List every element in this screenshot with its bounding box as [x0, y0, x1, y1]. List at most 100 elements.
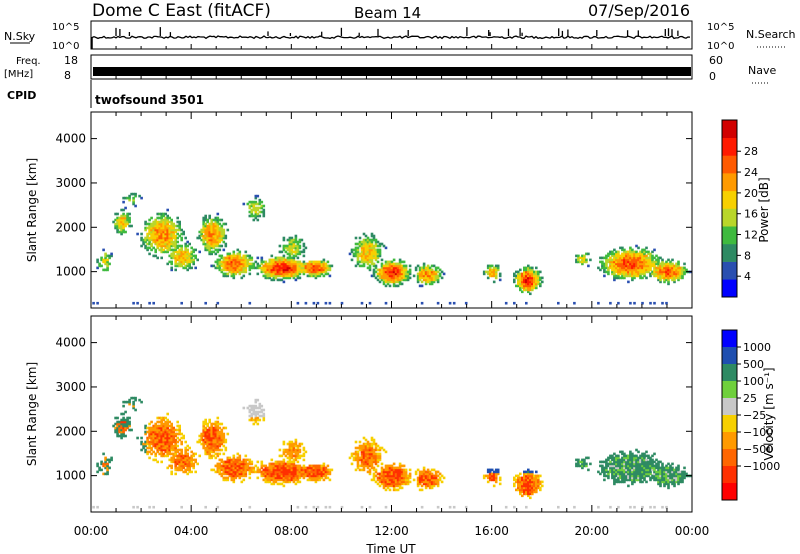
range-cell	[260, 470, 264, 474]
range-cell	[531, 268, 534, 272]
range-cell	[148, 236, 151, 240]
range-cell	[128, 420, 131, 424]
range-cell	[222, 222, 226, 226]
range-cell	[304, 468, 308, 472]
range-cell	[208, 420, 211, 424]
range-cell	[633, 468, 636, 472]
range-cell	[236, 262, 240, 266]
range-cell	[531, 492, 534, 496]
range-cell	[178, 226, 181, 230]
range-cell	[637, 468, 640, 472]
range-cell	[324, 472, 328, 476]
range-cell	[635, 460, 638, 464]
range-cell	[192, 452, 195, 456]
range-cell	[116, 220, 119, 224]
range-cell	[643, 462, 646, 466]
range-cell	[204, 301, 207, 305]
range-cell	[172, 250, 175, 254]
range-cell	[170, 230, 173, 234]
range-cell	[152, 505, 155, 509]
range-cell	[370, 254, 374, 258]
range-cell	[166, 228, 169, 232]
range-cell	[296, 256, 300, 260]
range-cell	[659, 276, 662, 280]
range-cell	[583, 256, 586, 260]
range-cell	[212, 250, 216, 254]
range-cell	[168, 442, 171, 446]
range-cell	[420, 478, 424, 482]
range-cell	[228, 462, 232, 466]
range-cell	[320, 270, 324, 274]
range-cell	[288, 476, 292, 480]
range-cell	[370, 456, 374, 460]
range-cell	[388, 266, 392, 270]
range-cell	[260, 462, 264, 466]
range-cell	[242, 258, 246, 262]
nsearch-label: N.Search	[746, 28, 796, 41]
range-cell	[162, 226, 165, 230]
range-cell	[206, 448, 209, 452]
range-cell	[372, 472, 376, 476]
range-cell	[529, 478, 532, 482]
range-cell	[272, 482, 276, 486]
range-cell	[110, 252, 113, 256]
range-cell	[262, 268, 266, 272]
range-cell	[278, 478, 282, 482]
range-cell	[390, 280, 394, 284]
range-cell	[623, 460, 626, 464]
range-cell	[266, 262, 270, 266]
range-cell	[176, 216, 179, 220]
range-cell	[519, 288, 522, 292]
range-cell	[218, 248, 222, 252]
range-cell	[396, 488, 400, 492]
range-cell	[208, 436, 211, 440]
range-cell	[268, 478, 272, 482]
range-cell	[162, 432, 165, 436]
range-cell	[274, 480, 278, 484]
range-cell	[318, 470, 322, 474]
range-cell	[274, 266, 278, 270]
range-cell	[671, 278, 674, 282]
range-cell	[116, 218, 119, 222]
range-cell	[162, 242, 165, 246]
range-cell	[170, 472, 173, 476]
range-cell	[104, 256, 107, 260]
range-cell	[609, 252, 612, 256]
range-cell	[148, 224, 151, 228]
range-cell	[172, 240, 175, 244]
range-cell	[182, 436, 185, 440]
range-cell	[490, 472, 494, 476]
range-cell	[611, 466, 614, 470]
range-cell	[290, 270, 294, 274]
range-cell	[156, 220, 159, 224]
range-cell	[272, 260, 276, 264]
range-cell	[641, 301, 644, 305]
range-cell	[320, 470, 324, 474]
range-cell	[234, 472, 238, 476]
range-cell	[398, 462, 402, 466]
range-cell	[390, 468, 394, 472]
range-cell	[290, 258, 294, 262]
range-cell	[206, 230, 209, 234]
range-cell	[186, 256, 189, 260]
range-cell	[218, 234, 222, 238]
range-cell	[416, 280, 420, 284]
range-cell	[218, 442, 222, 446]
range-cell	[531, 476, 534, 480]
range-cell	[655, 478, 658, 482]
range-cell	[615, 478, 618, 482]
range-cell	[256, 422, 260, 426]
range-cell	[420, 488, 424, 492]
range-cell	[260, 258, 264, 262]
range-cell	[122, 434, 125, 438]
range-cell	[154, 226, 157, 230]
range-cell	[537, 278, 540, 282]
range-cell	[242, 460, 246, 464]
range-cell	[659, 272, 662, 276]
range-cell	[208, 248, 211, 252]
range-cell	[623, 468, 626, 472]
range-cell	[661, 476, 664, 480]
range-cell	[174, 260, 177, 264]
range-cell	[637, 472, 640, 476]
range-cell	[679, 266, 682, 270]
